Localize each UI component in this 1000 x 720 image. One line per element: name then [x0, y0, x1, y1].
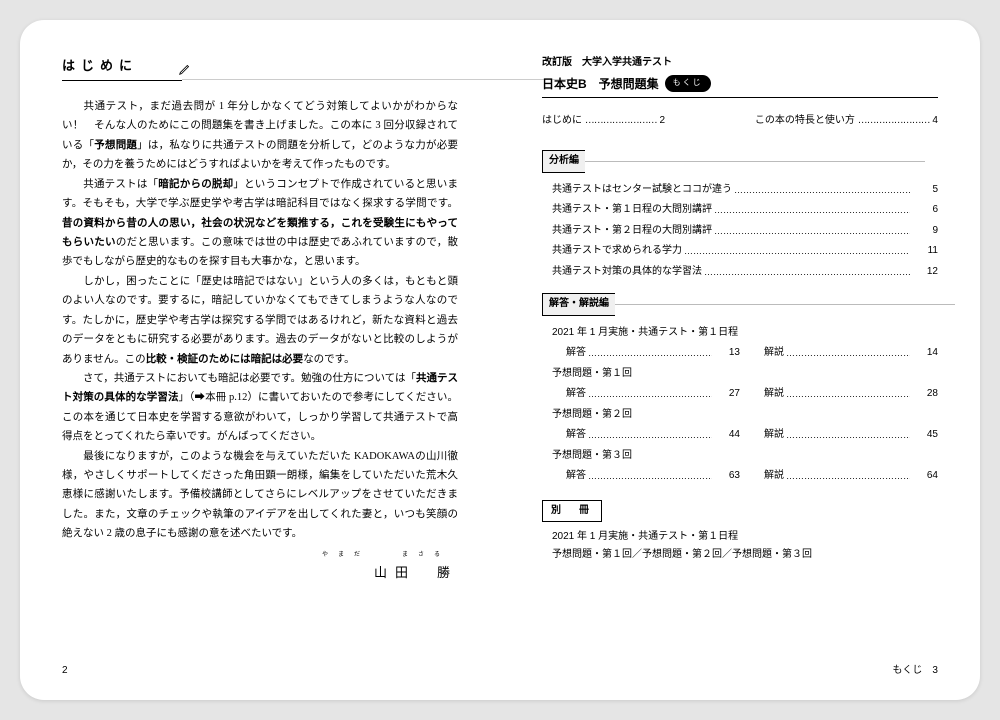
- toc-group-heading: 予想問題・第２回: [552, 406, 938, 425]
- toc-header-underline: [542, 97, 938, 98]
- toc-top-row: はじめに …………………… 2 この本の特長と使い方 …………………… 4: [542, 112, 938, 131]
- toc-explain-label: 解説: [764, 344, 784, 363]
- toc-item-page: 6: [912, 201, 938, 220]
- preface-body: 共通テスト，まだ過去問が 1 年分しかなくてどう対策してよいかがわからない！ そ…: [62, 97, 458, 544]
- toc-group-heading-text: 予想問題・第２回: [552, 406, 632, 425]
- toc-explain-label: 解説: [764, 385, 784, 404]
- toc-section-label: 分析編: [542, 150, 585, 173]
- toc-group-heading-text: 予想問題・第３回: [552, 447, 632, 466]
- book-spread: はじめに 共通テスト，まだ過去問が 1 年分しかなくてどう対策してよいかがわから…: [20, 20, 980, 700]
- appendix-line: 2021 年 1 月実施・共通テスト・第１日程: [552, 528, 938, 546]
- toc-leader: [714, 202, 910, 221]
- page-number-right: もくじ 3: [892, 662, 938, 681]
- toc-leader: [588, 386, 712, 405]
- toc-answer-page: 44: [714, 426, 740, 445]
- preface-paragraph: 共通テストは「暗記からの脱却」というコンセプトで作成されていると思います。そもそ…: [62, 175, 458, 272]
- preface-paragraph: さて，共通テストにおいても暗記は必要です。勉強の仕方については「共通テスト対策の…: [62, 369, 458, 447]
- author-signature: やまだ まさる 山田 勝: [62, 550, 458, 585]
- toc-top-item: この本の特長と使い方 …………………… 4: [755, 112, 938, 131]
- toc-row: 共通テスト・第１日程の大問別講評 6: [552, 201, 938, 220]
- appendix-line: 予想問題・第１回／予想問題・第２回／予想問題・第３回: [552, 546, 938, 564]
- toc-item-label: 共通テスト・第２日程の大問別講評: [552, 222, 712, 241]
- toc-answer-page: 63: [714, 467, 740, 486]
- toc-explain-page: 64: [912, 467, 938, 486]
- toc-answer-label: 解答: [566, 467, 586, 486]
- toc-answer-label: 解答: [566, 344, 586, 363]
- toc-header: 改訂版 大学入学共通テスト 日本史B 予想問題集 もくじ: [542, 54, 938, 98]
- page-left: はじめに 共通テスト，まだ過去問が 1 年分しかなくてどう対策してよいかがわから…: [20, 20, 500, 700]
- toc-explain-page: 45: [912, 426, 938, 445]
- toc-leader: [786, 386, 910, 405]
- appendix-body: 2021 年 1 月実施・共通テスト・第１日程予想問題・第１回／予想問題・第２回…: [552, 528, 938, 564]
- toc-section-list: 共通テストはセンター試験とココが違う5共通テスト・第１日程の大問別講評6共通テス…: [552, 181, 938, 282]
- preface-title-text: はじめに: [62, 58, 138, 73]
- mokuji-badge: もくじ: [665, 75, 711, 92]
- toc-item-page: 5: [912, 181, 938, 200]
- appendix-label: 別 冊: [542, 500, 602, 523]
- toc-pair-row: 解答 44 解説 45: [552, 426, 938, 445]
- toc-item-label: 共通テストで求められる学力: [552, 242, 682, 261]
- toc-leader: [786, 345, 910, 364]
- preface-paragraph: 共通テスト，まだ過去問が 1 年分しかなくてどう対策してよいかがわからない！ そ…: [62, 97, 458, 175]
- toc-section-label: 解答・解説編: [542, 293, 615, 316]
- toc-row: 共通テストはセンター試験とココが違う 5: [552, 181, 938, 200]
- preface-paragraph: しかし，困ったことに「歴史は暗記ではない」という人の多くは，もともと頭のよい人な…: [62, 272, 458, 369]
- toc-leader: [588, 427, 712, 446]
- page-right: 改訂版 大学入学共通テスト 日本史B 予想問題集 もくじ はじめに …………………: [500, 20, 980, 700]
- toc-item-label: 共通テスト・第１日程の大問別講評: [552, 201, 712, 220]
- toc-explain-label: 解説: [764, 426, 784, 445]
- toc-item-label: 共通テストはセンター試験とココが違う: [552, 181, 732, 200]
- toc-header-title: 日本史B 予想問題集: [542, 73, 659, 95]
- toc-pair-row: 解答 27 解説 28: [552, 385, 938, 404]
- toc-item-page: 9: [912, 222, 938, 241]
- toc-leader: [786, 468, 910, 487]
- preface-title: はじめに: [62, 54, 182, 81]
- toc-leader: [588, 468, 712, 487]
- toc-leader: [684, 243, 910, 262]
- toc-explain-label: 解説: [764, 467, 784, 486]
- toc-leader: [734, 182, 910, 201]
- author-name: 山田 勝: [374, 565, 458, 580]
- author-furigana: やまだ まさる: [62, 550, 450, 561]
- toc-group-heading: 予想問題・第３回: [552, 447, 938, 466]
- toc-row: 共通テストで求められる学力 11: [552, 242, 938, 261]
- toc-group-heading-text: 2021 年 1 月実施・共通テスト・第１日程: [552, 324, 738, 343]
- toc-explain-page: 28: [912, 385, 938, 404]
- toc-group-heading: 予想問題・第１回: [552, 365, 938, 384]
- toc-leader: [588, 345, 712, 364]
- toc-section-list: 2021 年 1 月実施・共通テスト・第１日程解答13解説14予想問題・第１回解…: [552, 324, 938, 486]
- toc-explain-page: 14: [912, 344, 938, 363]
- pencil-icon: [178, 61, 192, 83]
- toc-answer-page: 27: [714, 385, 740, 404]
- toc-leader: [704, 264, 910, 283]
- toc-leader: [714, 223, 910, 242]
- toc-top-item: はじめに …………………… 2: [542, 112, 665, 131]
- toc-leader: [786, 427, 910, 446]
- toc-item-label: 共通テスト対策の具体的な学習法: [552, 263, 702, 282]
- toc-header-line2: 日本史B 予想問題集 もくじ: [542, 73, 938, 95]
- toc-pair-row: 解答 13 解説 14: [552, 344, 938, 363]
- page-number-left: 2: [62, 662, 68, 681]
- toc-answer-page: 13: [714, 344, 740, 363]
- toc-header-line1: 改訂版 大学入学共通テスト: [542, 54, 938, 73]
- toc-answer-label: 解答: [566, 385, 586, 404]
- toc-row: 共通テスト対策の具体的な学習法 12: [552, 263, 938, 282]
- toc-item-page: 11: [912, 242, 938, 261]
- toc-group-heading-text: 予想問題・第１回: [552, 365, 632, 384]
- toc-answer-label: 解答: [566, 426, 586, 445]
- toc-item-page: 12: [912, 263, 938, 282]
- toc-pair-row: 解答 63 解説 64: [552, 467, 938, 486]
- toc-group-heading: 2021 年 1 月実施・共通テスト・第１日程: [552, 324, 938, 343]
- preface-paragraph: 最後になりますが，このような機会を与えていただいた KADOKAWAの山川徹様，…: [62, 447, 458, 544]
- toc-row: 共通テスト・第２日程の大問別講評 9: [552, 222, 938, 241]
